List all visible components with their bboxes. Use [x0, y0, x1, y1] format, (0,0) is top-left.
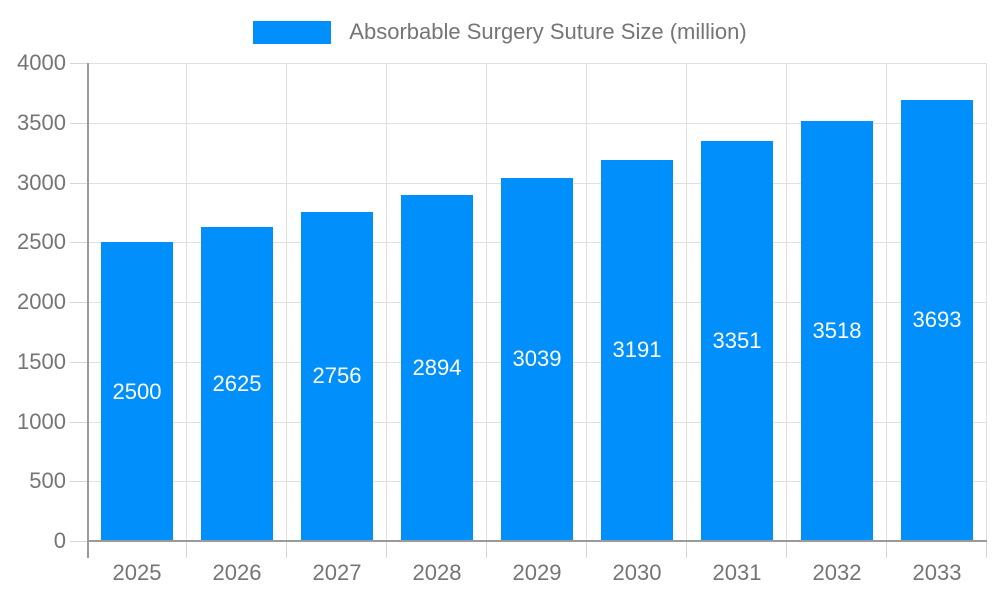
y-axis-tick	[70, 421, 87, 423]
x-axis-tick-label: 2027	[312, 560, 362, 585]
bar-value-label: 2894	[412, 355, 462, 381]
gridline-vertical	[386, 63, 387, 541]
y-axis-tick	[70, 122, 87, 124]
gridline-vertical	[886, 63, 887, 541]
y-axis-tick-label: 0	[53, 528, 66, 553]
y-axis-tick-label: 1500	[17, 348, 66, 374]
y-axis-tick	[70, 182, 87, 184]
y-axis-tick	[70, 541, 87, 542]
x-axis-line	[87, 540, 987, 542]
legend-swatch	[253, 20, 332, 44]
bar[interactable]	[801, 120, 873, 541]
bar-value-label: 3693	[912, 307, 962, 333]
bar[interactable]	[201, 227, 273, 541]
gridline-vertical	[186, 63, 187, 541]
gridline-vertical	[486, 63, 487, 541]
x-axis-tick	[686, 541, 687, 558]
bar[interactable]	[601, 159, 673, 541]
bar[interactable]	[701, 140, 773, 541]
y-axis-tick-label: 2000	[17, 289, 66, 314]
gridline-vertical	[686, 63, 687, 541]
bar-value-label: 2500	[112, 378, 162, 404]
legend-label: Absorbable Surgery Suture Size (million)	[349, 19, 747, 44]
chart-legend: Absorbable Surgery Suture Size (million)	[0, 19, 1000, 45]
x-axis-tick	[586, 541, 587, 558]
x-axis-tick-label: 2033	[912, 560, 962, 585]
x-axis-tick-label: 2029	[512, 560, 562, 585]
x-axis-tick	[786, 541, 787, 558]
x-axis-tick-label: 2030	[612, 560, 662, 585]
bar[interactable]	[901, 99, 973, 541]
gridline-vertical	[986, 63, 987, 541]
plot-area: 0 500 1000 1500 2000 2500 3000 3500 4000 2500 2025…	[17, 52, 987, 584]
y-axis-tick-label: 500	[29, 468, 66, 494]
y-axis-tick	[70, 302, 87, 303]
x-axis-tick	[986, 541, 987, 558]
y-axis-tick	[70, 361, 87, 363]
bar[interactable]	[101, 242, 173, 541]
y-axis-tick	[70, 242, 87, 244]
y-axis-line	[87, 63, 89, 558]
y-axis-tick-label: 3500	[17, 109, 66, 135]
y-axis-tick-label: 2500	[17, 229, 66, 255]
gridline-vertical	[586, 63, 587, 541]
y-axis-tick-label: 3000	[17, 169, 66, 195]
x-axis-tick-label: 2026	[212, 560, 262, 585]
gridline-vertical	[286, 63, 287, 541]
x-axis-tick-label: 2028	[412, 560, 462, 585]
x-axis-tick	[386, 541, 387, 558]
bar-value-label: 2625	[212, 371, 262, 397]
y-axis-tick-label: 1000	[17, 408, 66, 434]
bar-value-label: 3518	[812, 317, 862, 343]
y-axis-tick	[70, 481, 87, 483]
legend-item[interactable]: Absorbable Surgery Suture Size (million)	[253, 19, 747, 45]
x-axis-tick-label: 2031	[712, 560, 762, 585]
x-axis-tick	[286, 541, 287, 558]
bar[interactable]	[301, 211, 373, 541]
y-axis-tick-label: 4000	[17, 50, 66, 75]
x-axis-tick	[886, 541, 887, 558]
bar[interactable]	[401, 195, 473, 541]
x-axis-tick	[186, 541, 187, 558]
bar[interactable]	[501, 177, 573, 541]
gridline-vertical	[786, 63, 787, 541]
bar-value-label: 3191	[612, 337, 662, 363]
bar-value-label: 3039	[512, 346, 562, 372]
x-axis-tick-label: 2025	[112, 560, 162, 585]
bar-value-label: 3351	[712, 327, 762, 353]
gridline-horizontal	[87, 122, 987, 124]
bar-value-label: 2756	[312, 363, 362, 389]
gridline-horizontal	[87, 63, 987, 64]
x-axis-tick	[486, 541, 487, 558]
x-axis-tick-label: 2032	[812, 560, 862, 585]
y-axis-tick	[70, 63, 87, 64]
